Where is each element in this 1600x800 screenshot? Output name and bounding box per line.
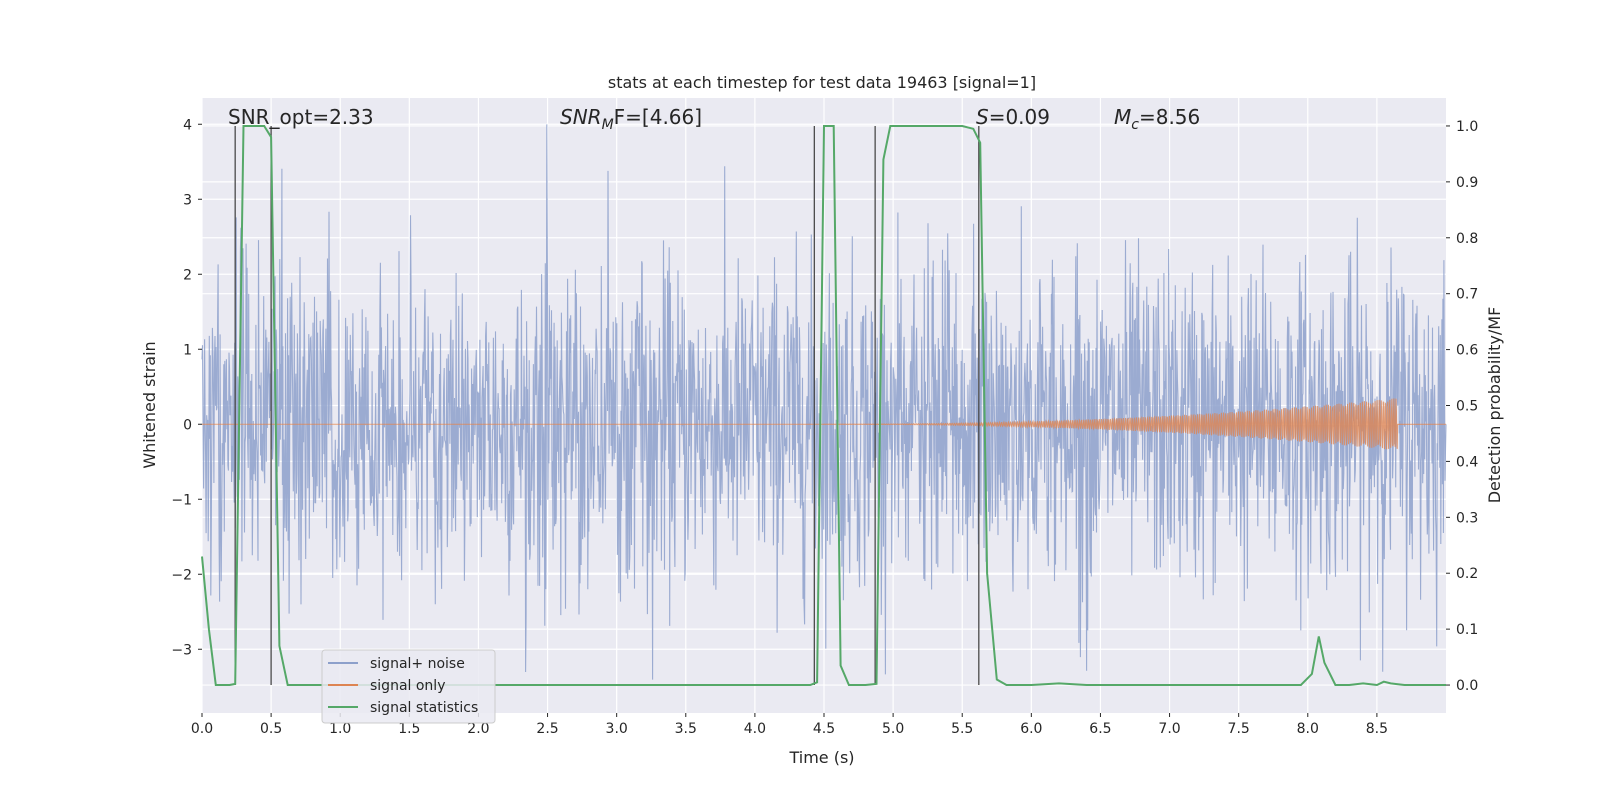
legend-label-noise: signal+ noise <box>370 656 465 672</box>
y-right-tick-label: 0.5 <box>1456 399 1478 415</box>
x-tick-label: 1.0 <box>329 721 351 737</box>
y-right-tick-label: 0.0 <box>1456 678 1478 694</box>
chart-title: stats at each timestep for test data 194… <box>608 73 1036 92</box>
x-tick-label: 0.5 <box>260 721 282 737</box>
x-tick-label: 5.5 <box>951 721 973 737</box>
y-right-tick-labels: 1.0 0.9 0.8 0.7 0.6 0.5 0.4 0.3 0.2 0.1 0.0 <box>1446 119 1478 694</box>
y-right-tick-label: 0.3 <box>1456 510 1478 526</box>
signal-only-line <box>202 398 1447 450</box>
x-tick-label: 8.0 <box>1297 721 1319 737</box>
snr-mf-value: F=[4.66] <box>614 105 702 129</box>
snr-mf-symbol: SNR <box>560 105 602 129</box>
y-right-tick-label: 0.4 <box>1456 454 1478 470</box>
mc-subscript: c <box>1131 117 1139 133</box>
y-left-tick-label: 2 <box>183 267 192 283</box>
mc-value: =8.56 <box>1139 105 1200 129</box>
y-left-tick-label: 0 <box>183 417 192 433</box>
y-right-tick-label: 0.7 <box>1456 287 1478 303</box>
x-tick-label: 2.0 <box>467 721 489 737</box>
y-left-tick-label: 3 <box>183 192 192 208</box>
y-right-tick-label: 0.1 <box>1456 622 1478 638</box>
y-right-tick-label: 0.6 <box>1456 343 1478 359</box>
noise-line <box>201 124 1447 680</box>
legend-box <box>321 649 496 724</box>
x-tick-label: 6.5 <box>1089 721 1111 737</box>
signal-statistics-line <box>201 125 1446 687</box>
x-tick-label: 3.5 <box>675 721 697 737</box>
x-tick-label: 4.5 <box>813 721 835 737</box>
x-tick-label: 4.0 <box>744 721 766 737</box>
y-left-tick-label: 1 <box>183 342 192 358</box>
snr-mf-subscript: M <box>602 117 614 133</box>
y-axis-label-right: Detection probability/MF <box>1485 307 1504 504</box>
s-annotation: S=0.09 <box>976 105 1050 129</box>
y-left-tick-labels: 4 3 2 1 0 −1 −2 −3 <box>171 117 202 658</box>
y-left-tick-label: −2 <box>171 567 192 583</box>
x-tick-labels: 0.0 0.5 1.0 1.5 2.0 2.5 3.0 3.5 4.0 4.5 5.0 5.5 6.0 6… <box>191 713 1388 737</box>
x-tick-label: 8.5 <box>1366 721 1388 737</box>
signal-only-series <box>202 398 1447 450</box>
y-right-tick-label: 0.8 <box>1456 231 1478 247</box>
signal-noise-series <box>201 124 1447 680</box>
y-left-tick-label: 4 <box>183 117 192 133</box>
snr-mf-annotation: SNRMF=[4.66] <box>560 105 702 133</box>
y-right-tick-label: 1.0 <box>1456 119 1478 135</box>
y-axis-label-left: Whitened strain <box>140 341 159 468</box>
x-axis-label: Time (s) <box>788 748 854 767</box>
y-right-tick-label: 0.2 <box>1456 566 1478 582</box>
mc-symbol: M <box>1114 105 1131 129</box>
x-tick-label: 7.5 <box>1228 721 1250 737</box>
legend-label-statistics: signal statistics <box>370 700 478 716</box>
x-tick-label: 6.0 <box>1020 721 1042 737</box>
s-symbol: S <box>976 105 989 129</box>
s-value: =0.09 <box>989 105 1050 129</box>
x-tick-label: 0.0 <box>191 721 213 737</box>
y-left-tick-label: −1 <box>171 492 192 508</box>
x-tick-label: 7.0 <box>1158 721 1180 737</box>
mc-annotation: Mc=8.56 <box>1114 105 1200 133</box>
x-tick-label: 1.5 <box>398 721 420 737</box>
x-tick-label: 2.5 <box>536 721 558 737</box>
legend: signal+ noise signal only signal statist… <box>321 649 496 724</box>
x-tick-label: 3.0 <box>606 721 628 737</box>
legend-label-signal: signal only <box>370 678 445 694</box>
x-tick-label: 5.0 <box>882 721 904 737</box>
y-right-tick-label: 0.9 <box>1456 175 1478 191</box>
y-left-tick-label: −3 <box>171 642 192 658</box>
signal-statistics-series <box>201 125 1446 687</box>
vertical-markers <box>234 125 980 686</box>
snr-opt-annotation: SNR_opt=2.33 <box>228 105 374 129</box>
